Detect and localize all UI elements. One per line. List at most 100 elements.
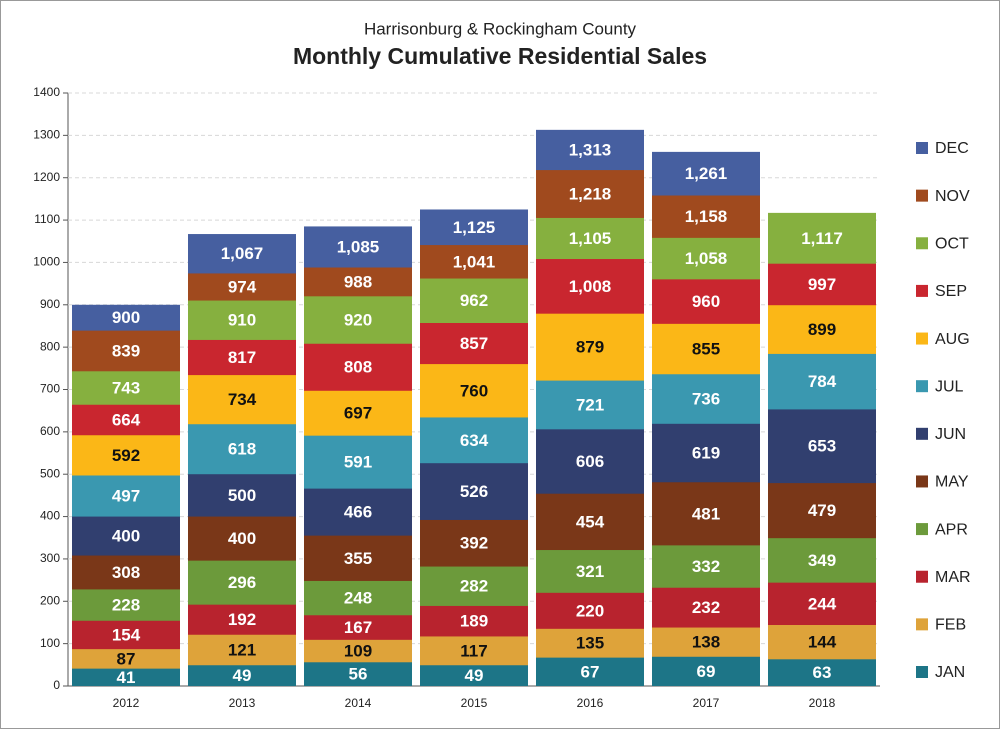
data-label: 63 bbox=[813, 663, 832, 682]
data-label: 634 bbox=[460, 431, 489, 450]
data-label: 349 bbox=[808, 551, 836, 570]
x-tick-label: 2018 bbox=[809, 696, 836, 710]
data-label: 220 bbox=[576, 601, 604, 620]
data-label: 606 bbox=[576, 452, 604, 471]
data-label: 664 bbox=[112, 410, 141, 429]
data-label: 69 bbox=[697, 662, 716, 681]
data-label: 144 bbox=[808, 633, 837, 652]
y-tick-label: 800 bbox=[40, 339, 60, 353]
data-label: 308 bbox=[112, 563, 140, 582]
legend-label: JUN bbox=[935, 426, 966, 443]
bar bbox=[536, 657, 644, 686]
data-label: 400 bbox=[112, 527, 140, 546]
y-tick-label: 100 bbox=[40, 636, 60, 650]
x-tick-label: 2013 bbox=[229, 696, 256, 710]
bar bbox=[304, 662, 412, 686]
data-label: 1,117 bbox=[801, 229, 843, 248]
data-label: 734 bbox=[228, 390, 257, 409]
legend-swatch bbox=[916, 523, 928, 536]
data-label: 1,008 bbox=[569, 277, 612, 296]
data-label: 721 bbox=[576, 395, 604, 414]
legend-swatch bbox=[916, 570, 928, 583]
bar bbox=[72, 668, 180, 686]
legend-label: MAR bbox=[935, 569, 971, 586]
y-tick-label: 1100 bbox=[34, 212, 60, 226]
data-label: 653 bbox=[808, 437, 836, 456]
data-label: 1,218 bbox=[569, 185, 612, 204]
data-label: 392 bbox=[460, 534, 488, 553]
legend-label: APR bbox=[935, 521, 968, 538]
data-label: 500 bbox=[228, 486, 256, 505]
data-label: 228 bbox=[112, 596, 140, 615]
data-label: 855 bbox=[692, 340, 720, 359]
y-tick-label: 1300 bbox=[33, 128, 60, 142]
data-label: 192 bbox=[228, 610, 256, 629]
data-label: 355 bbox=[344, 549, 372, 568]
data-label: 1,085 bbox=[337, 237, 380, 256]
data-label: 619 bbox=[692, 444, 720, 463]
data-label: 736 bbox=[692, 390, 720, 409]
data-label: 87 bbox=[117, 649, 136, 668]
legend-swatch bbox=[916, 380, 928, 393]
data-label: 817 bbox=[228, 348, 256, 367]
legend-label: NOV bbox=[935, 188, 970, 205]
data-label: 41 bbox=[117, 668, 136, 687]
data-label: 960 bbox=[692, 292, 720, 311]
data-label: 857 bbox=[460, 334, 488, 353]
data-label: 697 bbox=[344, 404, 372, 423]
data-label: 988 bbox=[344, 272, 372, 291]
data-label: 481 bbox=[692, 504, 720, 523]
data-label: 900 bbox=[112, 308, 140, 327]
data-label: 974 bbox=[228, 277, 257, 296]
data-label: 1,041 bbox=[453, 252, 496, 271]
data-label: 743 bbox=[112, 379, 140, 398]
legend-label: JAN bbox=[935, 664, 965, 681]
legend-label: OCT bbox=[935, 235, 969, 252]
y-tick-label: 400 bbox=[40, 509, 60, 523]
data-label: 526 bbox=[460, 482, 488, 501]
legend-swatch bbox=[916, 618, 928, 631]
data-label: 1,058 bbox=[685, 249, 728, 268]
data-label: 466 bbox=[344, 503, 372, 522]
data-label: 899 bbox=[808, 320, 836, 339]
chart-title: Monthly Cumulative Residential Sales bbox=[293, 43, 707, 69]
data-label: 808 bbox=[344, 358, 372, 377]
data-label: 479 bbox=[808, 501, 836, 520]
legend-swatch bbox=[916, 332, 928, 345]
y-tick-label: 600 bbox=[40, 424, 60, 438]
data-label: 997 bbox=[808, 275, 836, 294]
legend-swatch bbox=[916, 142, 928, 154]
data-label: 109 bbox=[344, 642, 372, 661]
data-label: 1,261 bbox=[685, 164, 728, 183]
data-label: 879 bbox=[576, 338, 604, 357]
y-tick-label: 200 bbox=[40, 593, 60, 607]
data-label: 1,067 bbox=[221, 244, 264, 263]
data-label: 296 bbox=[228, 573, 256, 592]
legend-swatch bbox=[916, 237, 928, 250]
legend-swatch bbox=[916, 475, 928, 488]
chart-subtitle: Harrisonburg & Rockingham County bbox=[364, 19, 637, 38]
y-tick-label: 1000 bbox=[33, 255, 60, 269]
y-tick-label: 900 bbox=[40, 297, 60, 311]
data-label: 592 bbox=[112, 446, 140, 465]
data-label: 591 bbox=[344, 453, 372, 472]
legend-swatch bbox=[916, 189, 928, 202]
data-label: 121 bbox=[228, 640, 256, 659]
data-label: 784 bbox=[808, 372, 837, 391]
data-label: 154 bbox=[112, 625, 141, 644]
y-tick-label: 300 bbox=[40, 551, 60, 565]
legend-label: JUL bbox=[935, 378, 964, 395]
data-label: 497 bbox=[112, 487, 140, 506]
data-label: 962 bbox=[460, 291, 488, 310]
y-tick-label: 500 bbox=[40, 466, 60, 480]
legend-swatch bbox=[916, 666, 928, 678]
data-label: 618 bbox=[228, 440, 256, 459]
data-label: 232 bbox=[692, 598, 720, 617]
data-label: 332 bbox=[692, 557, 720, 576]
data-label: 67 bbox=[581, 662, 600, 681]
x-tick-label: 2014 bbox=[345, 696, 372, 710]
legend-swatch bbox=[916, 427, 928, 440]
data-label: 1,313 bbox=[569, 140, 612, 159]
data-label: 400 bbox=[228, 529, 256, 548]
